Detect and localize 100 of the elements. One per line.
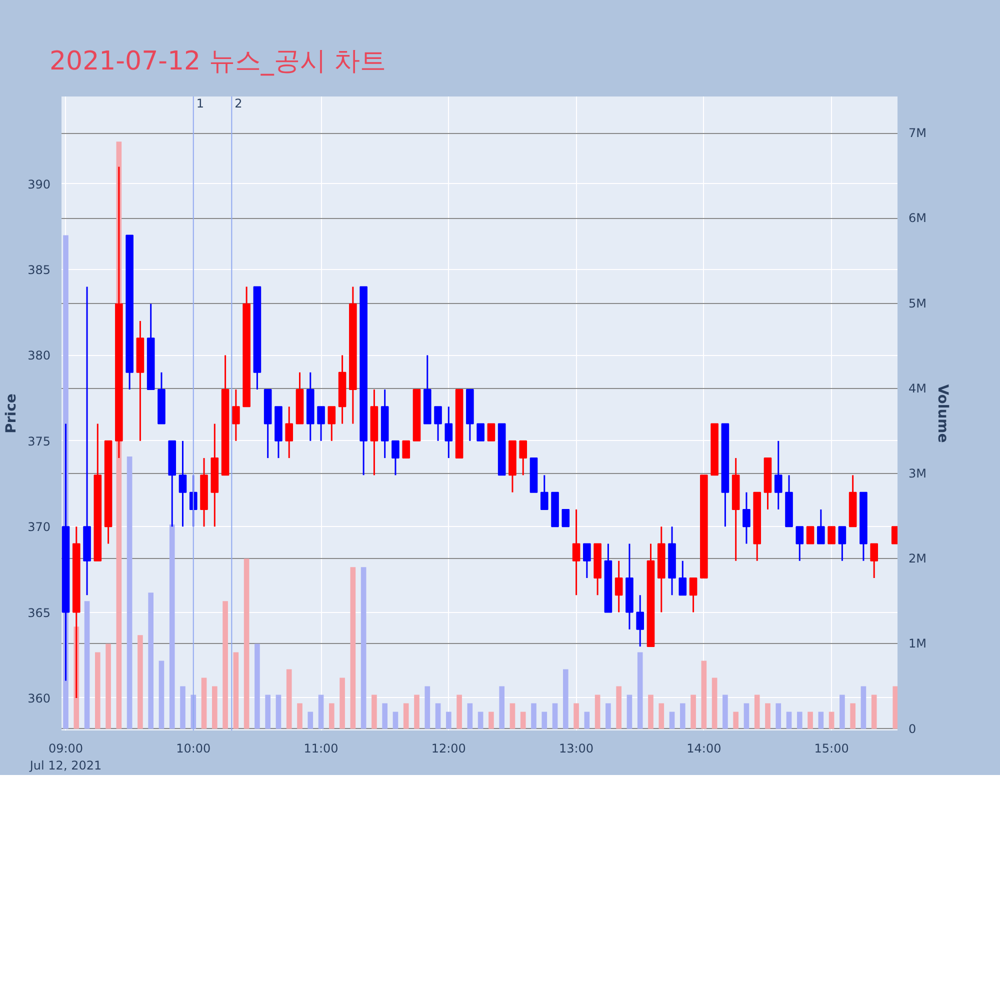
bar (403, 703, 409, 729)
candlestick (178, 440, 187, 528)
bar (722, 694, 728, 729)
candlestick (562, 508, 570, 528)
y2-tick-label: 2M (908, 552, 926, 566)
bar (456, 694, 462, 729)
x-tick-label: 12:00 (431, 742, 466, 756)
bar (435, 703, 441, 729)
x-tick-label: 14:00 (686, 742, 722, 756)
candlestick (317, 406, 325, 442)
candlestick (476, 423, 484, 442)
candlestick (328, 406, 336, 442)
bar (329, 703, 334, 729)
y2-tick-label: 7M (908, 126, 926, 140)
candlestick (540, 474, 548, 510)
bar (542, 712, 548, 729)
bar (286, 669, 292, 729)
candlestick (487, 423, 496, 442)
y2-tick-label: 5M (908, 296, 926, 310)
bar (562, 669, 568, 729)
bar (733, 712, 738, 729)
x-tick-label: 11:00 (304, 742, 338, 756)
bar (637, 652, 643, 729)
candlestick (806, 526, 814, 544)
bar (95, 652, 100, 729)
bar (414, 694, 420, 729)
bar (584, 712, 590, 729)
y-tick-label: 370 (28, 520, 50, 534)
x-tick-label: 10:00 (176, 742, 211, 756)
bar (669, 712, 675, 729)
bar (106, 644, 111, 729)
bar (552, 703, 558, 729)
x-tick-label: 15:00 (814, 742, 849, 756)
bar (350, 567, 356, 729)
bar (606, 703, 611, 729)
bar (658, 703, 664, 729)
bar (360, 567, 366, 729)
bar (297, 703, 302, 729)
bar (201, 678, 207, 729)
bar (701, 660, 707, 729)
bar (690, 694, 696, 729)
candlestick (83, 286, 91, 596)
chart-title: 2021-07-12 뉴스_공시 차트 (50, 46, 386, 76)
candlestick (232, 388, 240, 442)
x-tick-label: 13:00 (559, 742, 594, 756)
bar (392, 712, 398, 729)
bar (594, 694, 600, 729)
bar (180, 686, 186, 729)
bar (318, 694, 324, 729)
bar (648, 694, 654, 729)
candlestick (402, 440, 410, 459)
y2-tick-label: 4M (908, 381, 926, 396)
candlestick (519, 440, 528, 476)
bar (148, 592, 154, 729)
bar (808, 712, 813, 729)
bar (520, 712, 526, 729)
candlestick (285, 406, 294, 459)
y-tick-label: 385 (28, 263, 50, 278)
bar (478, 712, 484, 729)
candlestick (614, 560, 623, 614)
y-tick-label: 360 (28, 691, 50, 706)
bar (499, 686, 504, 729)
bar (531, 703, 536, 729)
bar (340, 678, 345, 729)
bar (786, 712, 792, 729)
candlestick (817, 508, 825, 544)
candlestick (392, 440, 400, 476)
bar (626, 694, 632, 729)
bar (850, 703, 856, 729)
bar (680, 703, 686, 729)
y2-tick-label: 3M (908, 466, 926, 480)
bar (828, 712, 834, 729)
bar (892, 686, 898, 729)
bar (169, 524, 175, 729)
bar (222, 601, 228, 729)
x-tick-label: 09:00 Jul 12, 2021 (28, 742, 102, 772)
y-tick-label: 375 (28, 434, 50, 448)
y2-tick-label: 6M (908, 211, 926, 226)
candlestick (444, 406, 453, 459)
bar (84, 601, 90, 729)
bar (158, 660, 164, 729)
ref-line-label: 2 (234, 96, 242, 110)
bar (860, 686, 866, 729)
bar (744, 703, 750, 729)
candlestick (828, 526, 836, 544)
y2-tick-label: 1M (908, 636, 926, 651)
y-tick-label: 380 (28, 348, 50, 363)
y-tick-label: 390 (28, 177, 50, 192)
bar (765, 703, 770, 729)
bar (488, 712, 494, 729)
bar (276, 694, 282, 729)
bar (840, 694, 845, 729)
bar (265, 694, 270, 729)
candlestick (678, 560, 687, 596)
candlestick (796, 526, 804, 562)
candlestick (689, 577, 698, 614)
bar (574, 703, 579, 729)
bar (382, 703, 388, 729)
y2-axis-title: Volume (934, 384, 950, 443)
y2-tick-label: 0 (908, 722, 916, 736)
